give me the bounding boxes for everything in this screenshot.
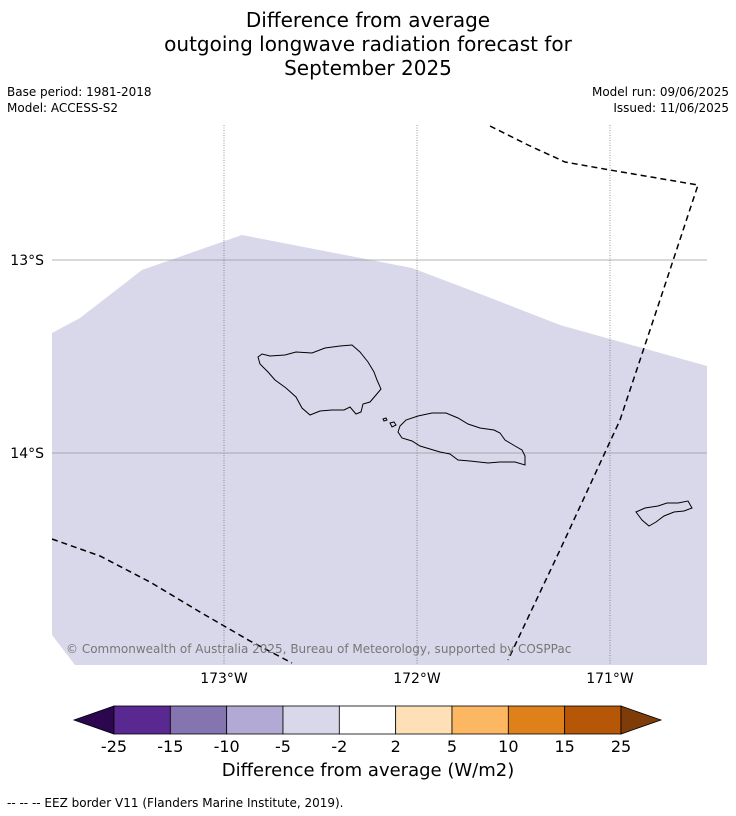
colorbar-label: Difference from average (W/m2) — [221, 760, 515, 781]
lat-tick-13s: 13°S — [10, 253, 44, 269]
colorbar-tick: -2 — [331, 737, 347, 756]
colorbar-segment — [282, 705, 340, 735]
meta-right: Model run: 09/06/2025 Issued: 11/06/2025 — [592, 84, 729, 116]
eez-border-north-east — [489, 125, 699, 661]
lat-tick-14s: 14°S — [10, 446, 44, 462]
lon-tick-173w: 173°W — [200, 671, 248, 687]
title-line-1: Difference from average — [245, 8, 491, 32]
colorbar-tick: -25 — [101, 737, 127, 756]
map-title: Difference from average outgoing longwav… — [0, 8, 736, 80]
model-run: Model run: 09/06/2025 — [591, 85, 729, 99]
colorbar: -25 -15 -10 -5 -2 2 5 10 15 25 — [72, 705, 663, 756]
colorbar-segment — [338, 705, 397, 735]
colorbar-tick: -10 — [214, 737, 240, 756]
lat-tick-labels: 13°S 14°S — [10, 253, 44, 462]
island-apolima — [382, 417, 388, 422]
island-tutuila — [635, 500, 693, 527]
title-line-2: outgoing longwave radiation forecast for — [164, 32, 572, 56]
copyright-text: © Commonwealth of Australia 2025, Bureau… — [66, 642, 571, 656]
model-name: Model: ACCESS-S2 — [7, 101, 119, 115]
colorbar-segment — [564, 705, 622, 735]
eez-border-south-west — [51, 538, 293, 664]
lon-tick-171w: 171°W — [586, 671, 634, 687]
colorbar-tick: -15 — [157, 737, 183, 756]
colorbar-segment — [226, 705, 284, 735]
colorbar-tick: 15 — [554, 737, 574, 756]
colorbar-tick: 2 — [391, 737, 401, 756]
colorbar-segment — [395, 705, 453, 735]
colorbar-tick: -5 — [275, 737, 291, 756]
colorbar-tick: 5 — [447, 737, 457, 756]
colorbar-segments — [113, 705, 622, 735]
colorbar-over-arrow — [620, 705, 663, 735]
meta-left: Base period: 1981-2018 Model: ACCESS-S2 — [7, 84, 152, 116]
colorbar-tick: 10 — [498, 737, 518, 756]
colorbar-segment — [169, 705, 228, 735]
colorbar-segment — [507, 705, 566, 735]
base-period: Base period: 1981-2018 — [7, 85, 152, 99]
island-savaii — [257, 344, 382, 416]
colorbar-tick: 25 — [611, 737, 631, 756]
colorbar-tick-labels: -25 -15 -10 -5 -2 2 5 10 15 25 — [101, 737, 631, 756]
anomaly-region — [52, 235, 707, 665]
colorbar-under-arrow — [72, 705, 115, 735]
title-line-3: September 2025 — [284, 56, 452, 80]
island-manono — [389, 421, 397, 428]
issued-date: Issued: 11/06/2025 — [613, 101, 729, 115]
colorbar-segment — [451, 705, 509, 735]
colorbar-segment — [113, 705, 171, 735]
lon-tick-labels: 173°W 172°W 171°W — [200, 671, 634, 687]
lon-tick-172w: 172°W — [393, 671, 441, 687]
island-upolu — [397, 412, 526, 466]
eez-legend-note: -- -- -- EEZ border V11 (Flanders Marine… — [7, 796, 344, 810]
